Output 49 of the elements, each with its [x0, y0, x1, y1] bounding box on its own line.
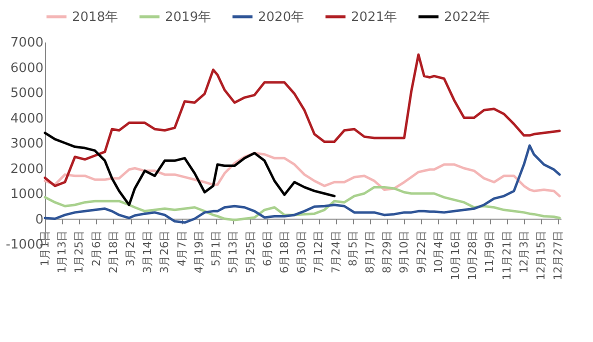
x-tick-label: 10月28日	[466, 230, 480, 280]
x-tick-label: 12月3日	[517, 230, 530, 274]
y-tick-label: 7000	[10, 36, 44, 50]
x-tick-label: 10月16日	[449, 230, 462, 280]
line-series	[44, 132, 336, 206]
y-tick-label: 2000	[10, 162, 44, 177]
y-tick-label: 6000	[10, 60, 44, 76]
line-series	[44, 186, 561, 222]
x-tick-label: 5月1日	[210, 230, 223, 266]
x-tick-label: 7月12日	[312, 230, 326, 274]
line-series	[44, 152, 561, 198]
x-tick-label: 2月6日	[90, 230, 103, 266]
x-tick-label: 11月9日	[483, 230, 496, 274]
x-tick-label: 9月22日	[414, 230, 428, 274]
x-tick-label: 8月29日	[380, 230, 394, 274]
y-tick-label: 1000	[10, 187, 44, 202]
x-tick-label: 5月25日	[244, 230, 257, 274]
x-tick-label: 8月5日	[346, 230, 360, 266]
y-tick-label: 4000	[10, 111, 44, 126]
legend-label: 2020年	[258, 10, 304, 25]
x-tick-label: 6月6日	[260, 230, 274, 266]
x-tick-label: 3月26日	[158, 230, 172, 274]
legend-label: 2018年	[72, 10, 118, 25]
legend-label: 2019年	[165, 10, 212, 25]
x-tick-label: 3月2日	[124, 230, 138, 266]
y-tick-label: 3000	[10, 136, 44, 152]
legend-label: 2021年	[351, 10, 398, 25]
y-tick-label: 5000	[10, 86, 44, 101]
x-tick-label: 7月24日	[329, 230, 342, 274]
x-tick-label: 4月7日	[175, 230, 188, 266]
x-tick-label: 1月25日	[72, 230, 86, 274]
x-tick-label: 12月27日	[552, 230, 565, 280]
x-tick-label: 4月19日	[192, 230, 206, 274]
legend-label: 2022年	[444, 10, 490, 25]
x-tick-label: 2月18日	[106, 230, 120, 274]
x-tick-label: 6月30日	[295, 230, 308, 274]
x-tick-label: 5月13日	[226, 230, 240, 274]
x-tick-label: 9月10日	[398, 230, 411, 274]
line-series	[44, 53, 561, 188]
x-tick-label: 12月15日	[534, 230, 548, 280]
x-tick-label: 11月21日	[500, 230, 514, 280]
y-tick-label: 0	[35, 212, 44, 228]
x-tick-label: 3月14日	[141, 230, 154, 274]
line-series	[44, 144, 561, 224]
x-tick-label: 10月4日	[432, 230, 445, 274]
x-tick-label: 1月13日	[56, 230, 69, 274]
y-tick-label: -1000	[6, 238, 44, 252]
x-tick-label: 8月17日	[363, 230, 376, 274]
x-tick-label: 6月18日	[278, 230, 291, 274]
